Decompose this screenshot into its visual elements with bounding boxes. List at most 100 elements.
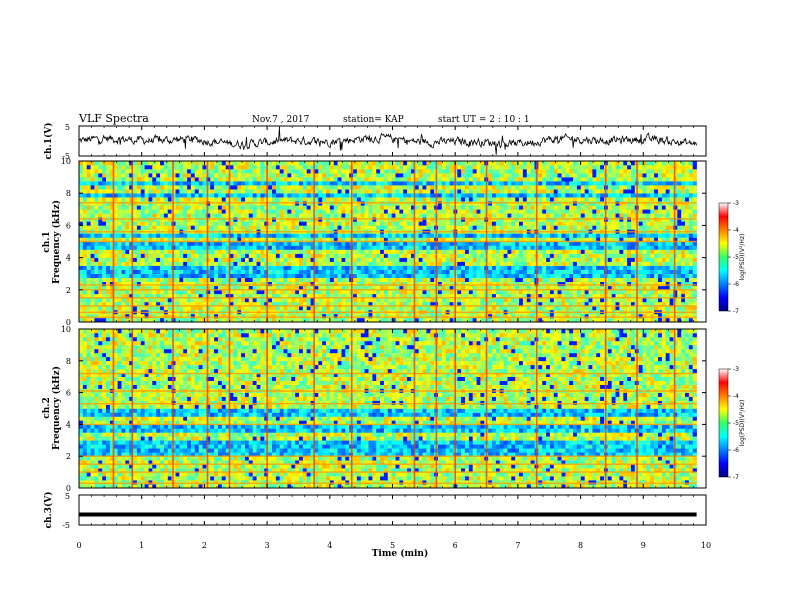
spectrogram-cell — [353, 313, 358, 319]
spectrogram-cell — [152, 189, 157, 194]
spectrogram-cell — [190, 318, 196, 323]
spectrogram-cell — [82, 305, 88, 311]
spectrogram-cell — [403, 293, 408, 299]
spectrogram-cell — [476, 169, 481, 174]
spectrogram-cell — [302, 245, 308, 250]
spectrogram-cell — [167, 313, 172, 319]
spectrogram-cell — [322, 313, 327, 319]
spectrogram-cell — [202, 293, 207, 299]
spectrogram-cell — [187, 233, 192, 238]
spectrogram-cell — [418, 225, 423, 230]
spectrogram-cell — [329, 305, 335, 311]
spectrogram-cell — [422, 261, 427, 266]
spectrogram-cell — [198, 197, 203, 202]
spectrogram-cell — [542, 213, 547, 218]
spectrogram-cell — [218, 318, 223, 323]
spectrogram-cell — [457, 209, 462, 214]
spectrogram-cell — [526, 185, 531, 190]
spectrogram-cell — [291, 313, 296, 319]
spectrogram-cell — [167, 225, 172, 230]
spectrogram-cell — [237, 173, 242, 178]
spectrogram-cell — [445, 205, 450, 210]
spectrogram-cell — [167, 221, 172, 226]
spectrogram-cell — [241, 269, 246, 274]
spectrogram-cell — [121, 285, 126, 291]
spectrogram-cell — [218, 245, 223, 250]
spectrogram-cell — [256, 273, 261, 278]
spectrogram-cell — [530, 161, 535, 166]
spectrogram-cell — [399, 289, 404, 295]
spectrogram-cell — [449, 181, 454, 186]
spectrogram-cell — [526, 245, 531, 250]
spectrogram-cell — [449, 165, 454, 170]
spectrogram-cell — [136, 285, 142, 291]
spectrogram-cell — [457, 277, 462, 282]
spectrogram-cell — [248, 285, 253, 291]
spectrogram-cell — [90, 273, 95, 278]
spectrogram-cell — [422, 253, 427, 258]
spectrogram-cell — [441, 269, 446, 274]
spectrogram-cell — [86, 241, 91, 246]
spectrogram-cell — [364, 185, 369, 190]
spectrogram-cell — [395, 297, 400, 303]
spectrogram-cell — [449, 318, 454, 323]
spectrogram-cell — [326, 189, 331, 194]
spectrogram-cell — [503, 161, 508, 166]
spectrogram-cell — [445, 173, 450, 178]
spectrogram-cell — [306, 177, 311, 182]
spectrogram-cell — [248, 281, 253, 287]
spectrogram-cell — [414, 161, 419, 166]
spectrogram-cell — [360, 277, 365, 282]
spectrogram-cell — [190, 241, 196, 246]
spectrogram-cell — [326, 289, 331, 295]
spectrogram-cell — [414, 213, 419, 218]
ch1-spectrogram-heatmap — [79, 161, 697, 323]
spectrogram-cell — [364, 225, 369, 230]
spectrogram-cell — [345, 245, 350, 250]
spectrogram-cell — [299, 265, 304, 270]
spectrogram-cell — [480, 185, 485, 190]
spectrogram-cell — [430, 225, 435, 230]
spectrogram-cell — [152, 281, 157, 287]
spectrogram-cell — [283, 169, 288, 174]
spectrogram-cell — [476, 269, 481, 274]
spectrogram-cell — [268, 189, 273, 194]
spectrogram-cell — [461, 241, 466, 246]
spectrogram-cell — [480, 189, 485, 194]
spectrogram-cell — [136, 289, 142, 295]
spectrogram-cell — [488, 189, 493, 194]
spectrogram-cell — [546, 177, 551, 182]
spectrogram-cell — [306, 257, 311, 262]
spectrogram-cell — [245, 225, 250, 230]
spectrogram-cell — [426, 185, 431, 190]
spectrogram-cell — [326, 197, 331, 202]
spectrogram-cell — [299, 261, 304, 266]
spectrogram-cell — [341, 265, 346, 270]
spectrogram-cell — [218, 197, 223, 202]
spectrogram-cell — [430, 297, 435, 303]
spectrogram-cell — [333, 301, 338, 307]
spectrogram-cell — [117, 301, 122, 307]
spectrogram-cell — [441, 181, 446, 186]
spectrogram-cell — [310, 209, 315, 214]
spectrogram-cell — [140, 273, 145, 278]
spectrogram-cell — [507, 305, 512, 311]
spectrogram-cell — [183, 225, 188, 230]
spectrogram-cell — [117, 265, 122, 270]
spectrogram-cell — [129, 185, 134, 190]
spectrogram-cell — [530, 165, 535, 170]
spectrogram-cell — [279, 173, 284, 178]
spectrogram-cell — [295, 253, 300, 258]
spectrogram-cell — [221, 265, 226, 270]
spectrogram-cell — [194, 197, 199, 202]
spectrogram-cell — [233, 221, 238, 226]
spectrogram-cell — [407, 165, 412, 170]
spectrogram-cell — [237, 193, 242, 198]
spectrogram-cell — [113, 189, 118, 194]
spectrogram-cell — [106, 169, 111, 174]
spectrogram-cell — [499, 193, 504, 198]
spectrogram-cell — [341, 197, 346, 202]
spectrogram-cell — [414, 301, 419, 307]
spectrogram-cell — [167, 253, 172, 258]
spectrogram-cell — [206, 273, 211, 278]
